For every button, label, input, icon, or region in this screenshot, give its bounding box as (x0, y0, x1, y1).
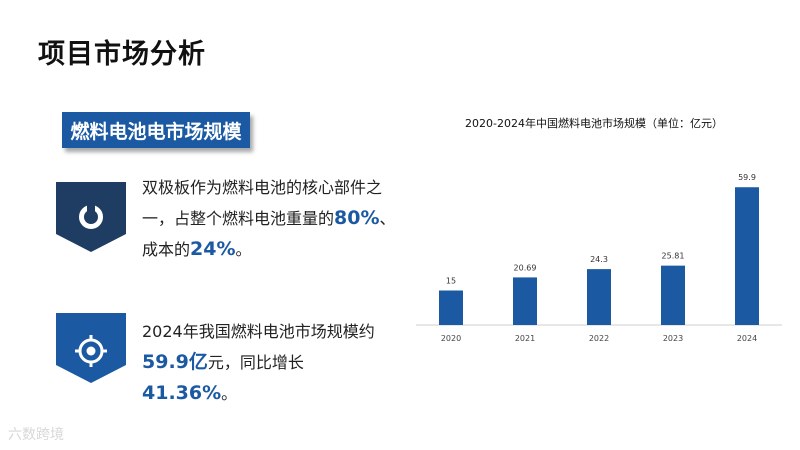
page-title: 项目市场分析 (38, 39, 206, 70)
section-tag: 燃料电池电市场规模 (62, 112, 250, 148)
highlight-growth-rate: 41.36% (142, 382, 222, 404)
data-label-2024: 59.9 (738, 173, 756, 182)
key-point-bipolar-plate: 双极板作为燃料电池的核心部件之一，占整个燃料电池重量的80%、成本的24%。 (142, 178, 396, 260)
pie-chart-icon (56, 182, 126, 252)
bar-2021 (513, 277, 537, 325)
x-tick-2021: 2021 (515, 334, 535, 343)
highlight-weight-share: 80% (334, 207, 380, 229)
bar-2020 (439, 290, 463, 325)
x-tick-2020: 2020 (441, 334, 461, 343)
data-label-2021: 20.69 (514, 263, 537, 272)
data-label-2022: 24.3 (590, 255, 608, 264)
chart-title: 2020-2024年中国燃料电池市场规模（单位：亿元） (465, 117, 723, 130)
bar-2024 (735, 187, 759, 325)
x-tick-2022: 2022 (589, 334, 609, 343)
key-point-market-size: 2024年我国燃料电池市场规模约59.9亿元，同比增长41.36%。 (142, 322, 375, 404)
highlight-market-size: 59.9亿 (142, 351, 208, 373)
x-tick-2023: 2023 (663, 334, 683, 343)
pie-chart-icon-badge (56, 182, 126, 258)
target-icon-badge (56, 313, 126, 389)
highlight-cost-share: 24% (190, 238, 236, 260)
bar-2022 (587, 269, 611, 325)
bar-2023 (661, 265, 685, 325)
data-label-2020: 15 (446, 277, 456, 286)
data-label-2023: 25.81 (662, 252, 685, 261)
x-tick-2024: 2024 (737, 334, 757, 343)
watermark: 六数跨境 (8, 427, 64, 443)
target-icon (56, 313, 126, 383)
bar-chart: 15 2020 20.69 2021 24.3 2022 25.81 2023 59.9 2024 (416, 173, 782, 343)
